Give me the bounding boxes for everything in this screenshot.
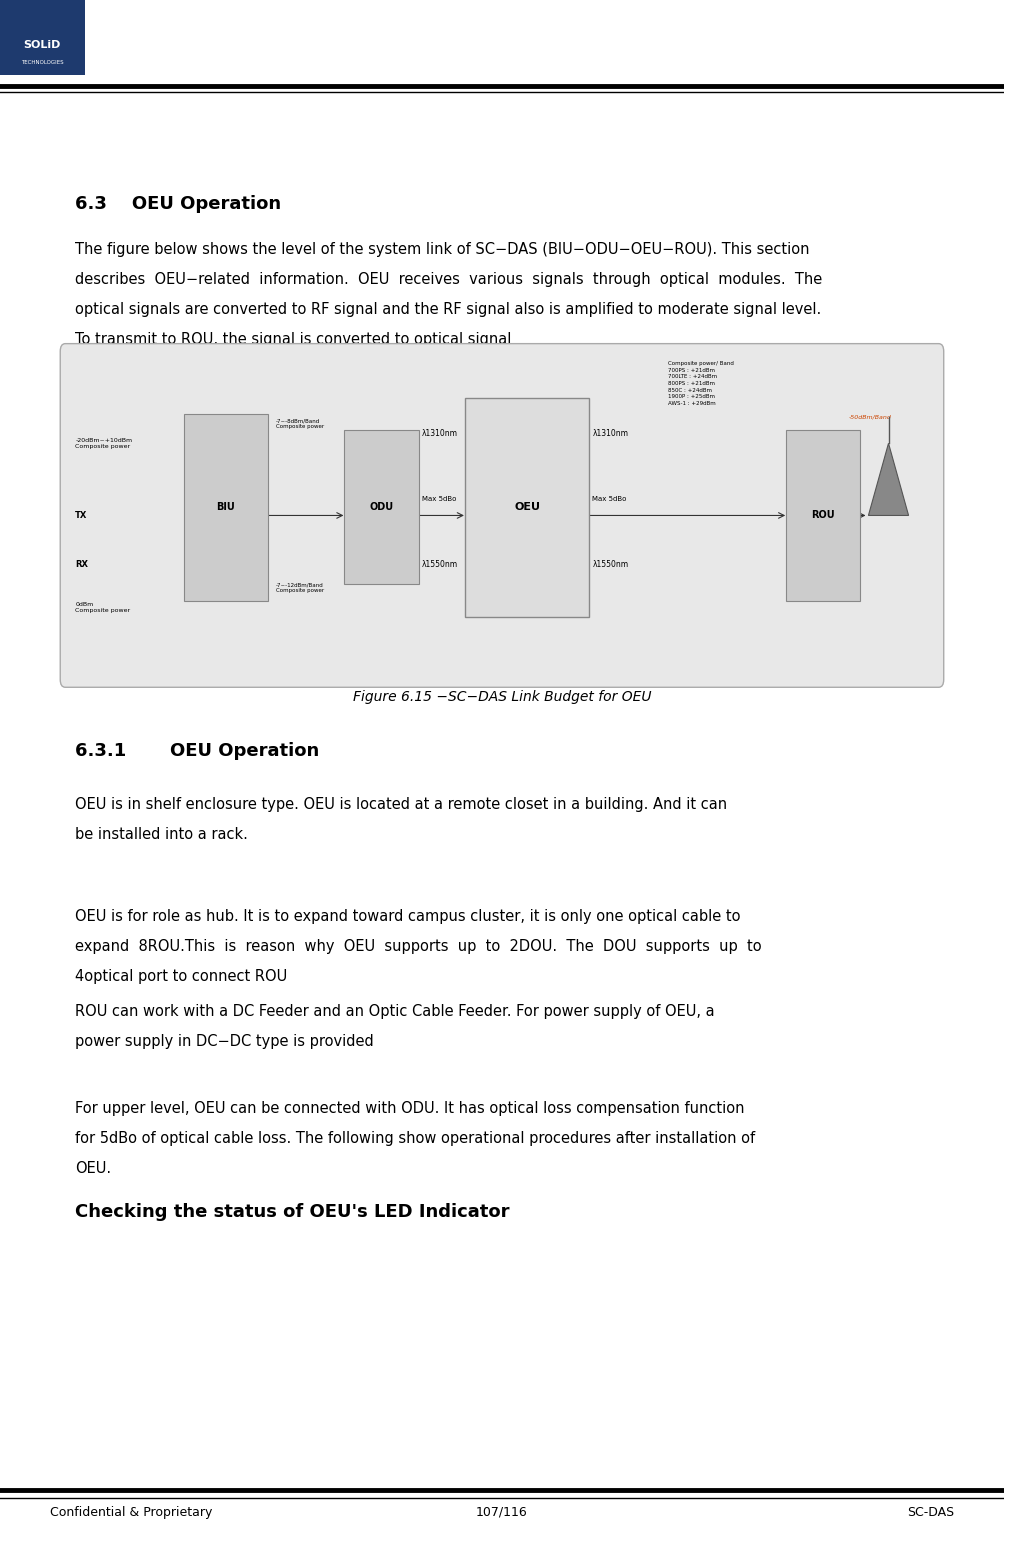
Text: 0dBm
Composite power: 0dBm Composite power (75, 601, 130, 612)
Text: -20dBm~+10dBm
Composite power: -20dBm~+10dBm Composite power (75, 437, 132, 448)
Text: ROU: ROU (811, 511, 835, 520)
Text: 107/116: 107/116 (476, 1506, 528, 1518)
Text: For upper level, OEU can be connected with ODU. It has optical loss compensation: For upper level, OEU can be connected wi… (75, 1101, 755, 1176)
Text: Confidential & Proprietary: Confidential & Proprietary (50, 1506, 212, 1518)
Text: Composite power/ Band
700PS : +21dBm
700LTE : +24dBm
800PS : +21dBm
850C : +24dB: Composite power/ Band 700PS : +21dBm 700… (667, 361, 733, 406)
Text: OEU is for role as hub. It is to expand toward campus cluster, it is only one op: OEU is for role as hub. It is to expand … (75, 909, 761, 984)
Text: 6.3    OEU Operation: 6.3 OEU Operation (75, 195, 281, 214)
Text: λ1550nm: λ1550nm (421, 561, 458, 569)
Text: λ1310nm: λ1310nm (421, 430, 458, 437)
Text: λ1310nm: λ1310nm (592, 430, 628, 437)
Text: -7~-8dBm/Band
Composite power: -7~-8dBm/Band Composite power (276, 419, 324, 430)
Text: SOLiD: SOLiD (23, 41, 61, 50)
Text: -7~-12dBm/Band
Composite power: -7~-12dBm/Band Composite power (276, 583, 324, 594)
Text: OEU is in shelf enclosure type. OEU is located at a remote closet in a building.: OEU is in shelf enclosure type. OEU is l… (75, 797, 727, 842)
FancyBboxPatch shape (183, 414, 268, 601)
Text: TX: TX (75, 511, 88, 520)
Text: λ1550nm: λ1550nm (592, 561, 628, 569)
Text: SC-DAS: SC-DAS (906, 1506, 953, 1518)
Polygon shape (867, 444, 908, 515)
Text: ROU can work with a DC Feeder and an Optic Cable Feeder. For power supply of OEU: ROU can work with a DC Feeder and an Opt… (75, 1004, 714, 1050)
FancyBboxPatch shape (344, 431, 418, 584)
Text: BIU: BIU (216, 503, 235, 512)
Text: ODU: ODU (369, 503, 393, 512)
Text: TECHNOLOGIES: TECHNOLOGIES (20, 59, 63, 66)
Text: 6.3.1       OEU Operation: 6.3.1 OEU Operation (75, 742, 319, 761)
Text: -50dBm/Band: -50dBm/Band (848, 414, 891, 420)
Text: Max 5dBo: Max 5dBo (421, 497, 455, 501)
Text: RX: RX (75, 561, 89, 569)
Text: Max 5dBo: Max 5dBo (592, 497, 626, 501)
Text: OEU: OEU (514, 503, 539, 512)
FancyBboxPatch shape (60, 344, 943, 687)
FancyBboxPatch shape (786, 431, 860, 601)
FancyBboxPatch shape (0, 0, 86, 75)
Text: The figure below shows the level of the system link of SC−DAS (BIU−ODU−OEU−ROU).: The figure below shows the level of the … (75, 242, 821, 347)
Text: Figure 6.15 −SC−DAS Link Budget for OEU: Figure 6.15 −SC−DAS Link Budget for OEU (353, 690, 650, 704)
FancyBboxPatch shape (465, 398, 589, 617)
Text: Checking the status of OEU's LED Indicator: Checking the status of OEU's LED Indicat… (75, 1203, 510, 1221)
